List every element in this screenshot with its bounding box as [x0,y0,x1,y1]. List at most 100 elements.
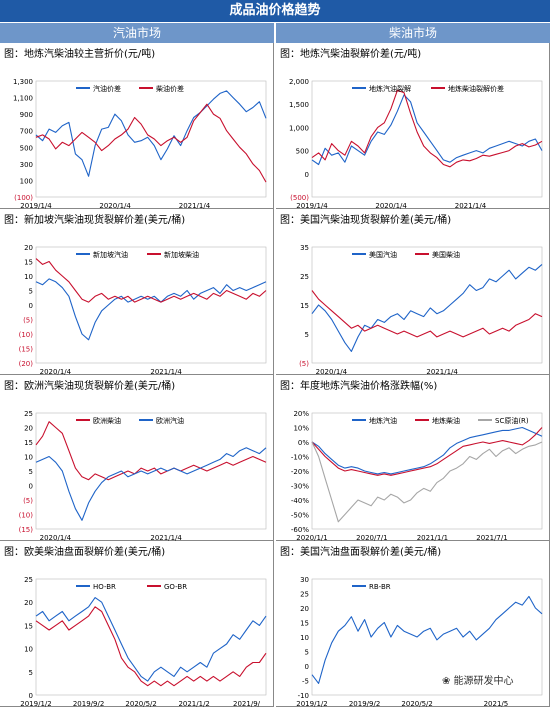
x-tick-label: 2021/1/4 [455,202,487,209]
y-tick-label: 30 [300,576,309,584]
x-tick-label: 2021/1/4 [179,202,211,209]
series-line-1 [35,90,267,177]
series-line-1 [311,595,543,684]
watermark-label: 能源研发中心 [453,676,514,687]
y-tick-label: 10% [293,425,309,433]
chart-panel-7: 图：欧美柴油盘面裂解价差(美元/桶) 25 20 15 10 5 0 2019/1/2 2019… [0,541,274,707]
x-tick-label: 2019/1/2 [296,700,327,707]
y-tick-label: -5 [302,678,309,686]
y-tick-label: (5) [299,360,309,368]
x-tick-label: 2021/5 [484,700,509,707]
y-tick-label: 0 [305,663,309,671]
chart-plot: 25 20 15 10 5 0 (5) (10) (15) 2020/1/4 2021/1/4 欧洲柴… [19,410,267,541]
x-tick-label: 2020/1/4 [40,534,72,541]
y-tick-label: 300 [20,161,33,169]
y-tick-label: 0% [298,439,309,447]
y-tick-label: 5 [29,468,33,476]
y-tick-label: 10 [24,646,33,654]
y-tick-label: -20% [291,468,309,476]
chart-panel-1: 图：地炼汽柴油较主营折价(元/吨) 1,300 1,100 900 700 500 300 1… [0,43,274,209]
y-tick-label: 500 [20,144,33,152]
y-tick-label: 20 [300,605,309,613]
y-tick-label: 15 [24,439,33,447]
chart-panel-3: 图：新加坡汽柴油现货裂解价差(美元/桶) 20 15 10 5 0 (5) (10) (15) (… [0,209,274,375]
chart-plot: 2,000 1,500 1,000 500 0 (500)2019/1/4 2020/1/4… [289,78,543,209]
chart-panel-4: 图：美国汽柴油现货裂解价差(美元/桶) 35 25 15 5 (5) 2020/1/4 202… [276,209,550,375]
y-tick-label: 20 [24,599,33,607]
legend-label: 地炼柴油 [432,416,460,425]
series-line-1 [35,421,267,481]
series-line-1 [311,263,543,352]
y-tick-label: -50% [291,512,309,520]
gasoline-market-header: 汽油市场 [0,22,274,43]
legend-label: HO-BR [93,583,116,591]
x-tick-label: 2020/1/4 [316,368,348,375]
y-tick-label: (10) [19,331,34,339]
y-tick-label: 20 [24,244,33,252]
legend-label: GO-BR [164,583,187,591]
legend-label: 地炼汽油 [369,416,397,425]
x-tick-label: 2021/1/4 [426,368,458,375]
series-line-2 [35,447,267,521]
y-tick-label: 0 [29,302,33,310]
x-tick-label: 2020/1/4 [40,368,72,375]
y-tick-label: 1,000 [289,124,309,132]
x-tick-label: 2019/9/2 [73,700,104,707]
x-tick-label: 2019/1/2 [20,700,51,707]
plot-frame [35,80,267,198]
y-tick-label: 15 [300,302,309,310]
x-tick-label: 2020/1/4 [375,202,407,209]
plot-frame [35,246,267,364]
y-tick-label: 20 [24,425,33,433]
chart-title: 图：美国汽柴油现货裂解价差(美元/桶) [280,215,452,226]
y-tick-label: (5) [23,497,33,505]
diesel-market-header: 柴油市场 [276,22,550,43]
watermark: ❀ 能源研发中心 [442,676,514,687]
legend-label: SC原油(R) [495,416,529,425]
y-tick-label: (20) [19,360,34,368]
x-tick-label: 2019/1/4 [20,202,52,209]
series-line-1 [35,597,267,682]
y-tick-label: 500 [296,148,309,156]
y-tick-label: 5 [305,649,309,657]
chart-title: 图：地炼汽柴油裂解价差(元/吨) [280,49,422,60]
y-tick-label: 5 [305,331,309,339]
y-tick-label: 15 [300,620,309,628]
x-tick-label: 2021/7/1 [476,534,507,541]
x-tick-label: 2021/1/1 [417,534,448,541]
chart-title: 图：欧美柴油盘面裂解价差(美元/桶) [4,547,166,558]
x-tick-label: 2019/9/2 [349,700,380,707]
y-tick-label: (10) [19,512,34,520]
plot-frame [35,578,267,696]
series-line-2 [35,606,267,687]
legend-label: 新加坡汽油 [93,250,128,259]
chart-plot: 20% 10% 0% -10% -20% -30% -40% -50% -60%2020/1/1… [291,410,543,541]
y-tick-label: 1,100 [13,95,33,103]
chart-title: 图：新加坡汽柴油现货裂解价差(美元/桶) [4,215,186,226]
y-tick-label: 0 [29,483,33,491]
y-tick-label: -40% [291,497,309,505]
y-tick-label: 1,300 [13,78,33,86]
plot-frame [311,80,543,198]
y-tick-label: 15 [24,259,33,267]
chart-title: 图：年度地炼汽柴油价格涨跌幅(%) [280,381,438,392]
legend-label: 新加坡柴油 [164,250,199,259]
y-tick-label: 100 [20,177,33,185]
series-line-2 [311,290,543,338]
y-tick-label: 20% [293,410,309,418]
y-tick-label: 25 [300,591,309,599]
y-tick-label: 15 [24,622,33,630]
y-tick-label: (15) [19,346,34,354]
chart-plot: 20 15 10 5 0 (5) (10) (15) (20) 2020/1/4 2021/1/4 新… [19,244,267,375]
series-line-2 [35,258,267,303]
legend-label: 地炼柴油裂解价差 [448,84,504,93]
y-tick-label: 900 [20,111,33,119]
y-tick-label: -60% [291,526,309,534]
page-banner: 成品油价格趋势 [0,0,550,22]
series-line-1 [311,426,543,475]
x-tick-label: 2019/1/4 [296,202,328,209]
chart-plot: 1,300 1,100 900 700 500 300 100 (100)2019/1/4 20… [13,78,267,209]
legend-label: 美国汽油 [369,250,397,259]
y-tick-label: 1,500 [289,101,309,109]
